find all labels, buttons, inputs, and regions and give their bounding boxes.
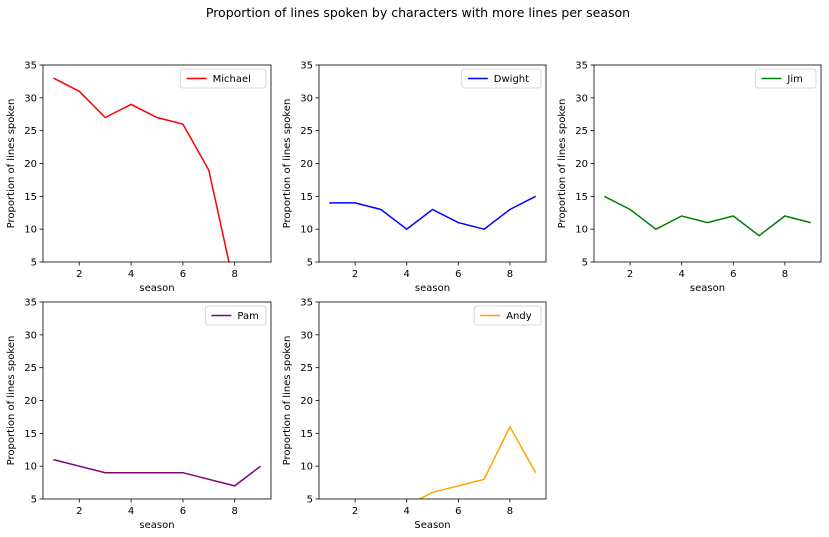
x-tick-label: 2 <box>352 269 358 280</box>
y-tick-label: 15 <box>300 192 313 203</box>
x-tick-label: 4 <box>679 269 685 280</box>
legend-box <box>461 68 542 89</box>
y-tick-label: 15 <box>575 192 588 203</box>
y-tick-label: 35 <box>575 61 588 72</box>
x-tick-label: 2 <box>627 269 633 280</box>
subplot-4: 2 4 6 8 5 10 15 20 25 30 35 season Proportion of lin… <box>6 298 272 531</box>
y-axis-label: Proportion of lines spoken <box>282 336 293 466</box>
y-tick-label: 10 <box>24 225 37 236</box>
y-tick-label: 20 <box>24 396 37 407</box>
y-tick-label: 5 <box>307 495 313 506</box>
axes-frame <box>318 64 547 263</box>
y-tick-label: 30 <box>300 93 313 104</box>
series-line-pam <box>53 458 262 487</box>
legend-label: Michael <box>213 74 251 85</box>
y-tick-label: 25 <box>24 126 37 137</box>
x-axis-label: season <box>139 520 174 531</box>
x-tick-label: 8 <box>782 269 788 280</box>
x-tick-label: 4 <box>404 269 410 280</box>
y-tick-label: 25 <box>24 363 37 374</box>
y-tick-label: 5 <box>582 258 588 269</box>
y-tick-label: 15 <box>24 429 37 440</box>
y-tick-label: 35 <box>300 298 313 309</box>
legend: Jim <box>755 68 817 89</box>
legend-box <box>204 305 267 326</box>
y-tick-label: 20 <box>300 396 313 407</box>
y-tick-label: 10 <box>24 462 37 473</box>
x-tick-label: 8 <box>232 506 238 517</box>
y-tick-label: 15 <box>24 192 37 203</box>
y-axis-label: Proportion of lines spoken <box>6 99 17 229</box>
x-axis-label: Season <box>414 520 450 531</box>
legend-box <box>473 305 542 326</box>
x-axis-label: season <box>139 283 174 294</box>
y-tick-label: 35 <box>300 61 313 72</box>
x-tick-label: 2 <box>76 269 82 280</box>
y-tick-label: 20 <box>24 159 37 170</box>
y-tick-label: 30 <box>24 330 37 341</box>
subplot-5: 2 4 6 8 5 10 15 20 25 30 35 Season Proportion of lin… <box>282 298 547 531</box>
x-tick-label: 6 <box>455 269 461 280</box>
x-tick-label: 6 <box>180 269 186 280</box>
legend: Pam <box>204 305 267 326</box>
y-tick-label: 30 <box>24 93 37 104</box>
x-tick-label: 4 <box>404 506 410 517</box>
x-tick-label: 2 <box>76 506 82 517</box>
x-tick-label: 2 <box>352 506 358 517</box>
y-tick-label: 25 <box>300 126 313 137</box>
series-line-andy <box>380 425 537 499</box>
axes-frame <box>593 64 822 263</box>
axes-frame <box>42 301 272 500</box>
y-tick-label: 30 <box>300 330 313 341</box>
legend-label: Pam <box>237 311 258 322</box>
y-tick-label: 10 <box>575 225 588 236</box>
y-axis-label: Proportion of lines spoken <box>557 99 568 229</box>
legend-label: Dwight <box>494 74 529 85</box>
x-tick-label: 8 <box>507 269 513 280</box>
y-tick-label: 25 <box>575 126 588 137</box>
y-tick-label: 20 <box>575 159 588 170</box>
y-tick-label: 10 <box>300 225 313 236</box>
y-tick-label: 35 <box>24 61 37 72</box>
legend-label: Jim <box>786 74 802 85</box>
legend-box <box>755 68 817 89</box>
x-axis-label: season <box>415 283 450 294</box>
x-axis-label: season <box>690 283 725 294</box>
legend-label: Andy <box>506 311 532 322</box>
y-tick-label: 10 <box>300 462 313 473</box>
y-axis-label: Proportion of lines spoken <box>282 99 293 229</box>
axes-frame <box>318 301 547 500</box>
subplot-1: 2 4 6 8 5 10 15 20 25 30 35 season Proportion of lin… <box>6 61 272 294</box>
y-tick-label: 5 <box>307 258 313 269</box>
series-line-jim <box>603 195 811 237</box>
figure-title: Proportion of lines spoken by characters… <box>206 5 630 20</box>
x-tick-label: 8 <box>232 269 238 280</box>
y-axis-label: Proportion of lines spoken <box>6 336 17 466</box>
x-tick-label: 4 <box>128 506 134 517</box>
legend: Andy <box>473 305 542 326</box>
x-tick-label: 6 <box>180 506 186 517</box>
y-tick-label: 5 <box>31 258 37 269</box>
x-tick-label: 4 <box>128 269 134 280</box>
subplot-3: 2 4 6 8 5 10 15 20 25 30 35 season Proportion of lin… <box>557 61 822 294</box>
series-line-dwight <box>329 195 537 231</box>
axes-frame <box>42 64 272 263</box>
x-tick-label: 6 <box>730 269 736 280</box>
legend: Michael <box>180 68 267 89</box>
y-tick-label: 15 <box>300 429 313 440</box>
y-tick-label: 25 <box>300 363 313 374</box>
y-tick-label: 35 <box>24 298 37 309</box>
x-tick-label: 6 <box>455 506 461 517</box>
y-tick-label: 30 <box>575 93 588 104</box>
y-tick-label: 5 <box>31 495 37 506</box>
legend-box <box>180 68 267 89</box>
subplot-2: 2 4 6 8 5 10 15 20 25 30 35 season Proportion of lin… <box>282 61 547 294</box>
legend: Dwight <box>461 68 542 89</box>
x-tick-label: 8 <box>507 506 513 517</box>
y-tick-label: 20 <box>300 159 313 170</box>
series-line-michael <box>53 77 230 262</box>
